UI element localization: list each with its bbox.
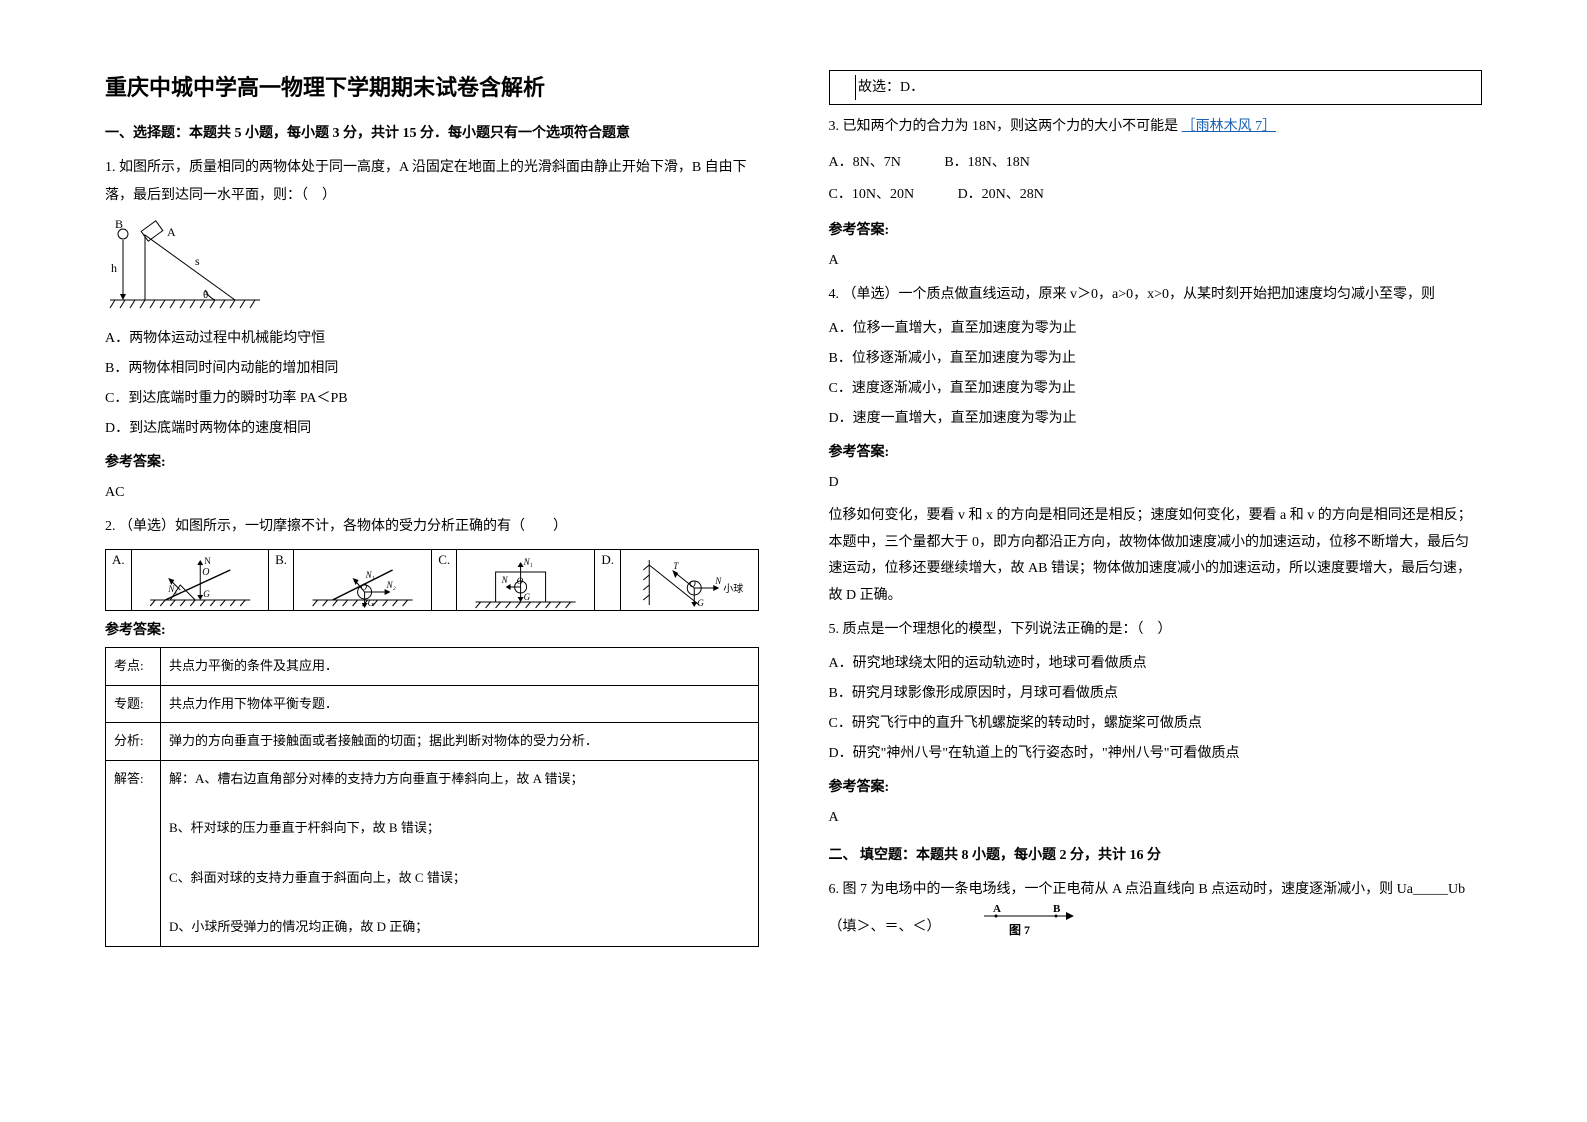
svg-text:图 7: 图 7 xyxy=(1009,923,1030,937)
q2-label-C: C. xyxy=(432,550,457,610)
svg-text:A: A xyxy=(993,904,1001,915)
svg-text:小球: 小球 xyxy=(723,582,743,595)
q3-stem-text: 3. 已知两个力的合力为 18N，则这两个力的大小不可能是 xyxy=(829,119,1179,134)
q3-ref-label: 参考答案: xyxy=(829,219,1483,239)
svg-text:T: T xyxy=(673,561,679,571)
q3-link[interactable]: ［雨林木风 7］ xyxy=(1182,119,1277,134)
zhuanti-text: 共点力作用下物体平衡专题． xyxy=(161,685,759,723)
q1-stem: 1. 如图所示，质量相同的两物体处于同一高度，A 沿固定在地面上的光滑斜面由静止… xyxy=(105,154,759,210)
zhuanti-label: 专题: xyxy=(106,685,161,723)
q5-optC: C．研究飞行中的直升飞机螺旋桨的转动时，螺旋桨可做质点 xyxy=(829,710,1483,738)
q5-optB: B．研究月球影像形成原因时，月球可看做质点 xyxy=(829,680,1483,708)
q3-stem: 3. 已知两个力的合力为 18N，则这两个力的大小不可能是 ［雨林木风 7］ xyxy=(829,113,1483,141)
q4-stem: 4. （单选）一个质点做直线运动，原来 v＞0，a>0，x>0，从某时刻开始把加… xyxy=(829,281,1483,309)
svg-text:s: s xyxy=(195,254,200,268)
q4-explanation: 位移如何变化，要看 v 和 x 的方向是相同还是相反；速度如何变化，要看 a 和… xyxy=(829,503,1483,609)
jieda-label: 解答: xyxy=(106,761,161,947)
svg-text:N₁: N₁ xyxy=(523,557,533,567)
q4-optA: A．位移一直增大，直至加速度为零为止 xyxy=(829,315,1483,343)
q4-answer: D xyxy=(829,469,1483,497)
q3-optB: B．18N、18N xyxy=(944,149,1030,177)
q1-optD: D．到达底端时两物体的速度相同 xyxy=(105,415,759,443)
fenxi-text: 弹力的方向垂直于接触面或者接触面的切面；据此判断对物体的受力分析． xyxy=(161,723,759,761)
q3-optC: C．10N、20N xyxy=(829,181,915,209)
q5-ref-label: 参考答案: xyxy=(829,776,1483,796)
section2-heading: 二、 填空题：本题共 8 小题，每小题 2 分，共计 16 分 xyxy=(829,844,1483,864)
svg-text:N: N xyxy=(204,556,211,566)
q2-analysis-table: 考点: 共点力平衡的条件及其应用． 专题: 共点力作用下物体平衡专题． 分析: … xyxy=(105,647,759,947)
q3-optA: A．8N、7N xyxy=(829,149,901,177)
svg-text:B: B xyxy=(1053,904,1061,915)
q1-answer: AC xyxy=(105,479,759,507)
svg-text:θ: θ xyxy=(203,289,208,301)
jieda-line1: 解：A、槽右边直角部分对棒的支持力方向垂直于棒斜向上，故 A 错误； xyxy=(169,767,750,792)
page-title: 重庆中城中学高一物理下学期期末试卷含解析 xyxy=(105,70,759,102)
q1-ref-label: 参考答案: xyxy=(105,451,759,471)
q3-optD: D．20N、28N xyxy=(958,181,1044,209)
svg-text:G: G xyxy=(368,598,375,608)
q6-stem-text: 6. 图 7 为电场中的一条电场线，一个正电荷从 A 点沿直线向 B 点运动时，… xyxy=(829,882,1466,935)
section1-heading: 一、选择题：本题共 5 小题，每小题 3 分，共计 15 分．每小题只有一个选项… xyxy=(105,122,759,142)
q5-stem: 5. 质点是一个理想化的模型，下列说法正确的是：（ ） xyxy=(829,616,1483,644)
q4-optC: C．速度逐渐减小，直至加速度为零为止 xyxy=(829,375,1483,403)
svg-text:G: G xyxy=(524,592,531,602)
svg-text:N₁: N₁ xyxy=(167,584,177,594)
kaodian-label: 考点: xyxy=(106,648,161,686)
q4-ref-label: 参考答案: xyxy=(829,441,1483,461)
svg-text:N₁: N₁ xyxy=(365,570,375,580)
q2-label-D: D. xyxy=(595,550,621,610)
q1-figure: A B h s θ xyxy=(105,220,759,315)
jieda-line4: D、小球所受弹力的情况均正确，故 D 正确； xyxy=(169,915,750,940)
svg-text:A: A xyxy=(167,225,176,239)
q5-optD: D．研究"神州八号"在轨道上的飞行姿态时，"神州八号"可看做质点 xyxy=(829,740,1483,768)
jieda-line3: C、斜面对球的支持力垂直于斜面向上，故 C 错误； xyxy=(169,866,750,891)
q6-stem: 6. 图 7 为电场中的一条电场线，一个正电荷从 A 点沿直线向 B 点运动时，… xyxy=(829,876,1483,951)
svg-text:O: O xyxy=(202,567,209,578)
q2-choice-diagrams: A. O N N₁ G B. O xyxy=(105,549,759,611)
svg-text:G: G xyxy=(697,598,704,608)
q4-optB: B．位移逐渐减小，直至加速度为零为止 xyxy=(829,345,1483,373)
jieda-text: 解：A、槽右边直角部分对棒的支持力方向垂直于棒斜向上，故 A 错误； B、杆对球… xyxy=(161,761,759,947)
svg-text:N₂: N₂ xyxy=(386,580,396,590)
kaodian-text: 共点力平衡的条件及其应用． xyxy=(161,648,759,686)
q4-optD: D．速度一直增大，直至加速度为零为止 xyxy=(829,405,1483,433)
q2-conclusion-box: 故选：D． xyxy=(829,70,1483,105)
svg-text:O: O xyxy=(361,582,368,592)
q2-stem: 2. （单选）如图所示，一切摩擦不计，各物体的受力分析正确的有（ ） xyxy=(105,513,759,541)
q2-label-B: B. xyxy=(269,550,294,610)
q1-optA: A．两物体运动过程中机械能均守恒 xyxy=(105,325,759,353)
svg-text:N: N xyxy=(501,575,509,585)
q2-ref-label: 参考答案: xyxy=(105,619,759,639)
svg-text:G: G xyxy=(203,589,210,599)
q1-optB: B．两物体相同时间内动能的增加相同 xyxy=(105,355,759,383)
q1-optC: C．到达底端时重力的瞬时功率 PA＜PB xyxy=(105,385,759,413)
q2-label-A: A. xyxy=(106,550,132,610)
svg-text:N: N xyxy=(714,576,722,586)
jieda-line2: B、杆对球的压力垂直于杆斜向下，故 B 错误； xyxy=(169,816,750,841)
svg-text:h: h xyxy=(111,261,117,275)
q3-answer: A xyxy=(829,247,1483,275)
svg-text:B: B xyxy=(115,220,123,231)
q5-answer: A xyxy=(829,804,1483,832)
q6-figure: A B 图 7 xyxy=(974,904,1084,951)
fenxi-label: 分析: xyxy=(106,723,161,761)
q2-conclusion: 故选：D． xyxy=(858,75,924,100)
q5-optA: A．研究地球绕太阳的运动轨迹时，地球可看做质点 xyxy=(829,650,1483,678)
